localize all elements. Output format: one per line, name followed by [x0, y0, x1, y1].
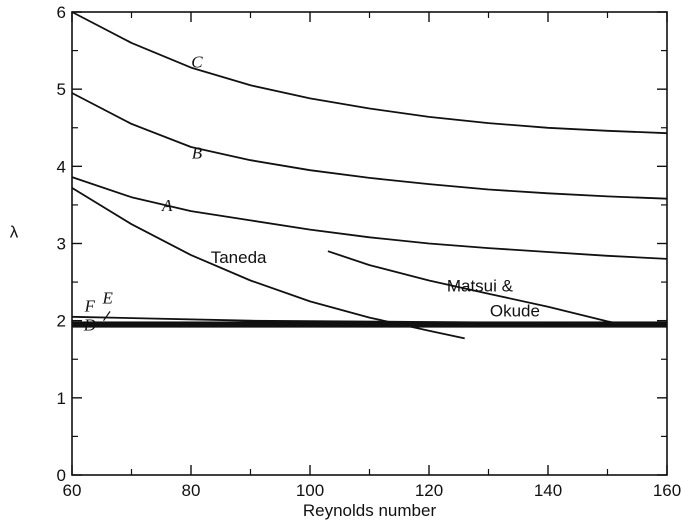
curve-matsui-okude [327, 250, 620, 325]
curve-c [71, 11, 668, 135]
curve-taneda [71, 187, 465, 340]
curve-label-f: F [84, 296, 96, 315]
x-tick-label: 100 [296, 481, 324, 500]
curve-label-taneda: Taneda [211, 248, 267, 267]
curve-label-c: C [191, 53, 203, 72]
curve-b [71, 92, 668, 200]
curve-label-a: A [161, 196, 173, 215]
y-tick-label: 0 [57, 466, 66, 485]
curve-label-matsui-okude: Matsui & Okude [447, 276, 540, 320]
curve-f [71, 315, 668, 325]
y-tick-label: 6 [57, 3, 66, 22]
x-tick-label: 60 [63, 481, 82, 500]
curve-label-e: E [102, 289, 114, 308]
x-tick-label: 140 [534, 481, 562, 500]
y-tick-label: 4 [57, 157, 66, 176]
plot-frame [71, 11, 668, 476]
curve-label-d: D [83, 316, 97, 335]
curve-label-e-leader [103, 311, 111, 322]
curve-a [71, 176, 668, 260]
x-tick-label: 80 [182, 481, 201, 500]
y-tick-label: 5 [57, 80, 66, 99]
y-axis-title: λ [10, 223, 19, 242]
y-tick-label: 2 [57, 312, 66, 331]
x-tick-label: 120 [415, 481, 443, 500]
x-tick-label: 160 [653, 481, 681, 500]
y-tick-label: 3 [57, 235, 66, 254]
x-axis-title: Reynolds number [303, 501, 437, 520]
curve-band-def [72, 321, 667, 328]
y-tick-label: 1 [57, 389, 66, 408]
curve-label-b: B [192, 144, 203, 163]
